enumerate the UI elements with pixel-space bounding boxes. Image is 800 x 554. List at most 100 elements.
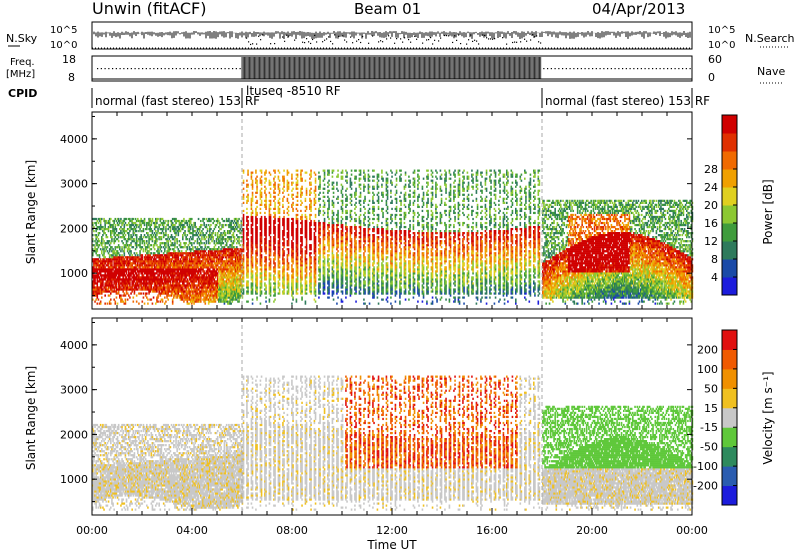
data-cell xyxy=(230,270,232,273)
data-cell xyxy=(247,232,249,235)
data-cell xyxy=(125,278,128,281)
data-cell xyxy=(120,270,122,273)
data-cell xyxy=(150,278,153,281)
data-cell xyxy=(233,219,236,223)
data-cell xyxy=(140,282,142,285)
data-cell xyxy=(218,246,220,249)
data-cell xyxy=(121,298,123,301)
data-cell xyxy=(121,270,123,273)
data-cell xyxy=(147,298,149,301)
noise-dot xyxy=(400,38,402,40)
data-cell xyxy=(107,274,110,277)
data-cell xyxy=(234,264,237,267)
data-cell xyxy=(218,286,220,289)
data-cell xyxy=(213,282,216,285)
data-cell xyxy=(95,264,97,267)
data-cell xyxy=(158,284,160,287)
data-cell xyxy=(189,248,192,251)
data-cell xyxy=(182,268,184,271)
data-cell xyxy=(247,268,249,271)
data-cell xyxy=(196,298,199,301)
data-cell xyxy=(250,225,253,229)
data-cell xyxy=(159,246,162,249)
freq-dot xyxy=(678,68,680,70)
data-cell xyxy=(191,258,193,261)
data-cell xyxy=(129,250,131,253)
data-cell xyxy=(123,270,126,273)
data-cell xyxy=(151,276,154,279)
data-cell xyxy=(162,292,165,295)
data-cell xyxy=(232,264,235,267)
data-cell xyxy=(149,286,151,289)
data-cell xyxy=(143,244,146,247)
data-cell xyxy=(111,256,113,259)
data-cell xyxy=(170,258,173,261)
data-cell xyxy=(231,296,234,299)
data-cell xyxy=(134,227,137,231)
data-cell xyxy=(110,254,112,257)
data-cell xyxy=(221,258,223,261)
data-cell xyxy=(195,248,198,251)
data-cell xyxy=(201,260,203,263)
data-cell xyxy=(194,260,196,263)
data-cell xyxy=(195,264,198,267)
data-cell xyxy=(123,250,126,253)
data-cell xyxy=(211,262,213,265)
data-cell xyxy=(264,264,266,267)
data-cell xyxy=(200,242,202,245)
data-cell xyxy=(175,221,177,225)
noise-dot xyxy=(458,34,460,36)
data-cell xyxy=(142,240,145,243)
data-cell xyxy=(227,290,229,293)
noise-dot xyxy=(448,35,450,37)
data-cell xyxy=(155,272,157,275)
data-cell xyxy=(150,227,153,231)
data-cell xyxy=(96,258,99,261)
data-cell xyxy=(185,254,187,257)
data-cell xyxy=(234,286,237,289)
data-cell xyxy=(223,284,226,287)
data-cell xyxy=(203,254,205,257)
data-cell xyxy=(170,276,173,279)
data-cell xyxy=(242,254,245,257)
noise-right-tick-bottom: 10^0 xyxy=(708,40,735,51)
data-cell xyxy=(250,276,253,279)
data-cell xyxy=(201,262,203,265)
data-cell xyxy=(184,270,186,273)
data-cell xyxy=(99,266,102,269)
data-cell xyxy=(113,227,115,231)
data-cell xyxy=(229,232,231,235)
data-cell xyxy=(164,244,166,247)
data-cell xyxy=(117,290,120,293)
data-cell xyxy=(171,252,174,255)
noise-dot xyxy=(360,41,362,44)
data-cell xyxy=(94,260,96,263)
data-cell xyxy=(95,298,97,301)
data-cell xyxy=(233,236,236,239)
data-cell xyxy=(150,268,153,271)
data-cell xyxy=(228,248,230,251)
freq-dot xyxy=(618,68,620,70)
data-cell xyxy=(196,272,199,275)
data-cell xyxy=(210,234,212,237)
data-cell xyxy=(124,256,127,259)
data-cell xyxy=(148,288,150,291)
data-cell xyxy=(188,266,191,269)
data-cell xyxy=(198,288,201,291)
data-cell xyxy=(240,260,243,263)
data-cell xyxy=(165,258,167,261)
data-cell xyxy=(223,246,226,249)
data-cell xyxy=(236,286,238,289)
data-cell xyxy=(210,278,212,281)
data-cell xyxy=(139,219,141,223)
data-cell xyxy=(134,286,137,289)
data-cell xyxy=(143,288,146,291)
data-cell xyxy=(119,294,121,297)
data-cell xyxy=(228,256,230,259)
nave-tick-bottom: 0 xyxy=(708,71,715,84)
data-cell xyxy=(119,288,121,291)
data-cell xyxy=(92,217,94,221)
data-cell xyxy=(230,252,232,255)
data-cell xyxy=(113,240,115,243)
data-cell xyxy=(179,284,182,287)
